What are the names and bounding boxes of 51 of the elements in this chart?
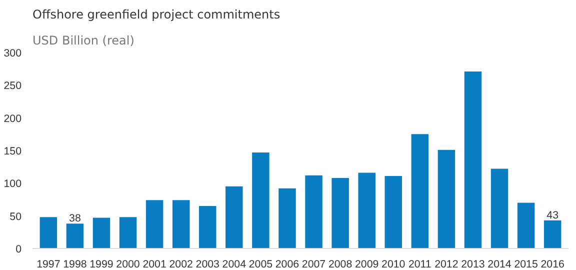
x-tick-label: 1998: [63, 258, 87, 270]
y-tick-label: 300: [4, 48, 22, 60]
bar: [358, 172, 376, 248]
bar: [146, 200, 164, 248]
x-tick-label: 2008: [328, 258, 352, 270]
x-tick-label: 1997: [36, 258, 60, 270]
y-tick-label: 50: [10, 210, 22, 223]
bar: [332, 178, 349, 248]
bar: [226, 186, 243, 248]
x-tick-label: 2009: [354, 258, 379, 270]
x-tick-label: 2013: [461, 258, 485, 270]
bar: [199, 206, 216, 248]
bar: [305, 175, 322, 248]
bar: [384, 176, 402, 248]
x-tick-label: 2015: [514, 258, 538, 270]
x-tick-label: 2016: [540, 258, 565, 270]
x-tick-label: 2004: [222, 258, 246, 270]
bar: [92, 218, 110, 248]
y-tick-label: 150: [4, 146, 22, 158]
x-tick-label: 2010: [382, 258, 406, 270]
bar: [172, 200, 190, 248]
y-tick-label: 250: [4, 80, 22, 92]
bar: [517, 202, 535, 248]
chart-subtitle: USD Billion (real): [32, 34, 134, 48]
data-label: 38: [69, 212, 81, 225]
bar: [278, 188, 296, 248]
bar: [252, 152, 270, 248]
x-tick-label: 1999: [90, 258, 114, 270]
chart-title: Offshore greenfield project commitments: [32, 8, 280, 22]
bar: [438, 150, 456, 248]
x-tick-label: 2012: [434, 258, 458, 270]
y-tick-label: 0: [16, 244, 22, 256]
bar: [490, 168, 508, 248]
x-tick-label: 2014: [488, 258, 512, 270]
bar: [464, 71, 482, 248]
y-tick-label: 100: [4, 178, 22, 190]
bar: [544, 220, 562, 248]
bar: [66, 224, 84, 248]
data-label: 43: [546, 209, 559, 222]
bar: [411, 134, 429, 248]
x-tick-label: 2006: [275, 258, 300, 270]
x-tick-label: 2003: [196, 258, 220, 270]
x-tick-label: 2005: [248, 258, 273, 270]
x-tick-label: 2007: [302, 258, 326, 270]
x-tick-label: 2001: [142, 258, 166, 270]
x-tick-label: 2011: [408, 258, 432, 270]
bar: [119, 217, 137, 248]
x-tick-label: 2000: [116, 258, 140, 270]
x-tick-label: 2002: [169, 258, 194, 270]
y-tick-label: 200: [4, 112, 22, 125]
bar: [40, 217, 58, 248]
